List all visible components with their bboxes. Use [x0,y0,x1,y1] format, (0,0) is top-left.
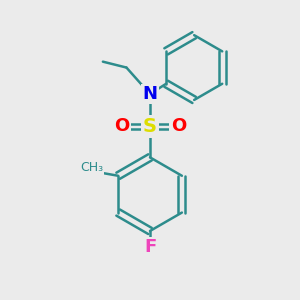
Text: F: F [144,238,156,256]
Text: S: S [143,117,157,136]
Text: O: O [114,117,129,135]
Text: N: N [142,85,158,103]
Text: CH₃: CH₃ [80,161,103,174]
Text: O: O [171,117,186,135]
